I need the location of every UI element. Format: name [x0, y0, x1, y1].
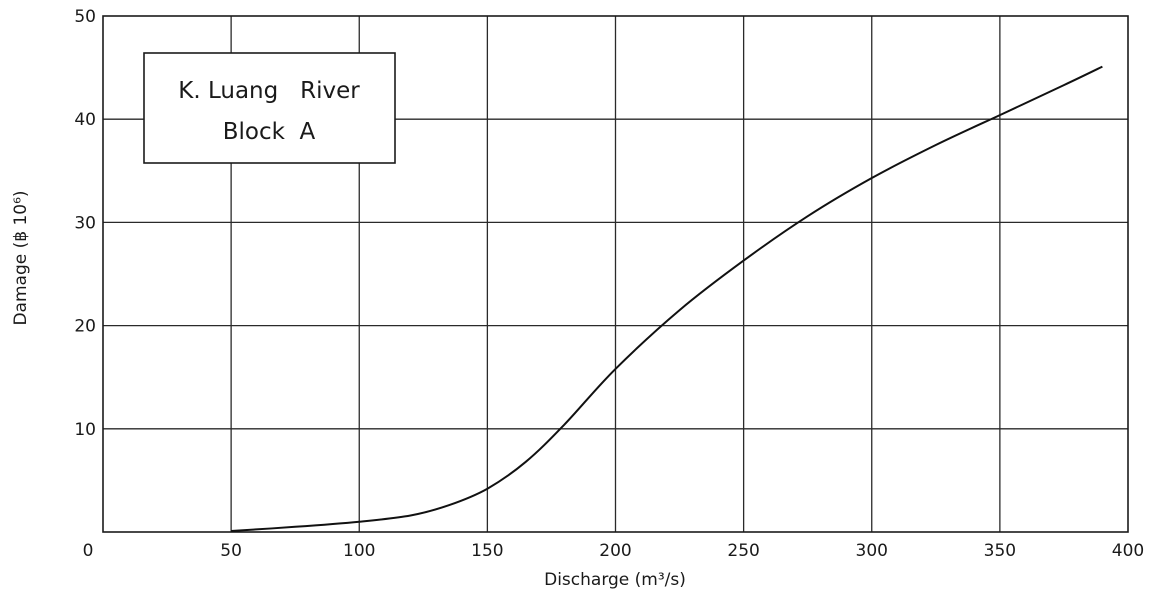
- y-tick-label: 10: [74, 420, 96, 440]
- x-tick-label: 100: [343, 541, 375, 561]
- x-axis-title: Discharge (m³/s): [544, 570, 686, 590]
- y-tick-label: 40: [74, 110, 96, 130]
- damage-curve: [231, 65, 1103, 532]
- legend-frame: [143, 52, 396, 164]
- legend-subtitle: Block A: [223, 119, 316, 145]
- legend-title: K. Luang River: [178, 78, 360, 104]
- y-tick-label: 20: [74, 317, 96, 337]
- plot-frame: [102, 15, 1129, 533]
- y-tick-label: 50: [74, 7, 96, 27]
- x-tick-label: 200: [599, 541, 631, 561]
- legend-box: K. Luang River Block A: [143, 52, 396, 164]
- x-tick-label: 250: [727, 541, 759, 561]
- x-tick-label: 400: [1112, 541, 1144, 561]
- y-tick-label: 30: [74, 213, 96, 233]
- tick-labels: 0 50 100 150 200 250 300 350 400 10 20 30 40 50: [74, 7, 1144, 561]
- y-axis-title: Damage (฿ 10⁶): [11, 190, 31, 325]
- x-tick-label: 0: [83, 541, 94, 561]
- x-tick-label: 300: [856, 541, 888, 561]
- x-tick-label: 150: [471, 541, 503, 561]
- x-tick-label: 50: [220, 541, 242, 561]
- x-tick-label: 350: [984, 541, 1016, 561]
